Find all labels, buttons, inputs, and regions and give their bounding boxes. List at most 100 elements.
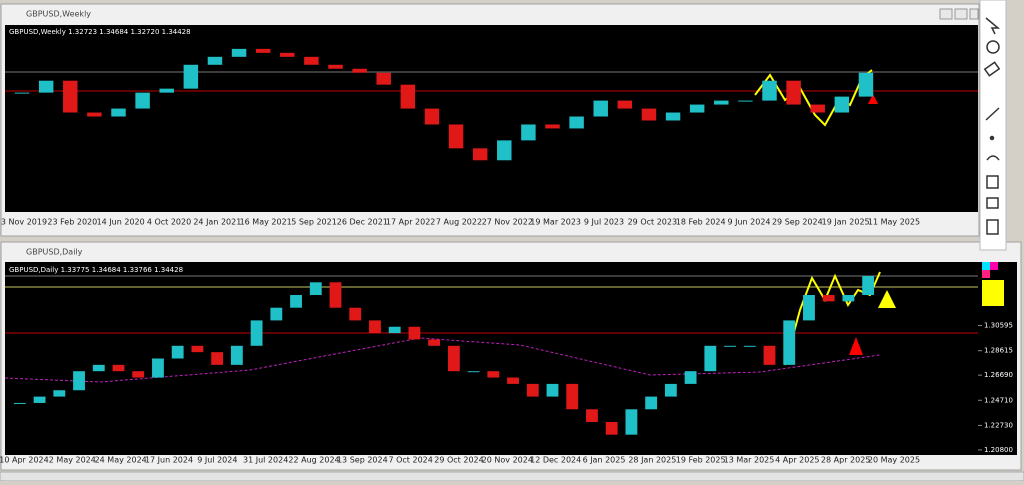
candle — [400, 84, 416, 109]
candle — [507, 377, 519, 384]
candle — [566, 383, 579, 410]
candle — [171, 345, 184, 359]
cursor-tool[interactable] — [985, 17, 1001, 35]
candle — [280, 52, 295, 57]
minimize-button[interactable] — [939, 8, 953, 20]
candle — [786, 80, 801, 105]
date-label: 9 Jul 2023 — [584, 218, 624, 227]
clipboard-tool[interactable] — [986, 219, 999, 235]
date-label: 17 Jun 2024 — [145, 456, 193, 465]
date-label: 9 Jul 2024 — [197, 456, 237, 465]
date-label: 26 Dec 2021 — [337, 218, 388, 227]
price-label: 1.26690 — [984, 371, 1013, 379]
candle — [738, 100, 753, 102]
line-tool[interactable] — [985, 107, 1000, 121]
candle — [428, 339, 441, 346]
candle — [352, 68, 367, 73]
candle — [665, 112, 681, 121]
candle — [783, 320, 796, 365]
dot-tool[interactable] — [989, 135, 995, 141]
candle — [762, 80, 777, 101]
arrow-marker — [878, 290, 896, 308]
date-label: 19 Mar 2023 — [530, 218, 581, 227]
date-label: 3 Nov 2019 — [1, 218, 47, 227]
candle — [497, 140, 512, 161]
candle — [822, 295, 835, 302]
date-label: 24 Jan 2021 — [193, 218, 241, 227]
candle — [645, 396, 658, 410]
candle — [270, 307, 283, 321]
candle — [408, 326, 421, 340]
crosshair-tool[interactable] — [986, 40, 1000, 54]
toolbar-icons[interactable] — [983, 17, 1001, 235]
candle — [803, 295, 815, 321]
candle — [183, 64, 199, 89]
candle — [112, 364, 125, 372]
ruler-tool[interactable] — [983, 61, 1001, 77]
candle — [810, 104, 825, 113]
date-label: 28 Jan 2025 — [628, 456, 676, 465]
candle — [13, 402, 26, 404]
date-label: 14 Jun 2020 — [97, 218, 145, 227]
candle — [328, 64, 343, 69]
candle — [545, 124, 560, 129]
color-swatch[interactable] — [982, 270, 990, 278]
close-button[interactable] — [969, 8, 979, 20]
date-label: 13 Sep 2024 — [337, 456, 388, 465]
candle — [135, 92, 150, 109]
date-label: 23 Feb 2020 — [47, 218, 97, 227]
color-swatch[interactable] — [982, 280, 1004, 306]
candle — [349, 307, 362, 321]
candle — [132, 371, 145, 378]
date-label: 7 Aug 2022 — [436, 218, 482, 227]
candle — [231, 48, 247, 57]
toolbar — [979, 0, 1007, 251]
candle — [834, 96, 850, 113]
candle — [159, 88, 174, 93]
date-label: 19 Feb 2025 — [676, 456, 726, 465]
candle — [207, 56, 223, 65]
date-label: 19 Jan 2025 — [822, 218, 870, 227]
date-label: 11 May 2025 — [868, 218, 920, 227]
date-label: 10 Apr 2024 — [0, 456, 49, 465]
candle — [569, 116, 584, 129]
candle — [38, 80, 54, 93]
price-label: 1.28615 — [984, 347, 1013, 355]
chart-info: GBPUSD,Weekly 1.32723 1.34684 1.32720 1.… — [9, 28, 191, 36]
template-tool[interactable] — [986, 197, 999, 209]
window-buttons[interactable] — [939, 8, 979, 20]
date-label: 4 Oct 2020 — [147, 218, 191, 227]
candle — [111, 108, 126, 117]
candle — [546, 383, 559, 397]
delete-tool[interactable] — [986, 175, 999, 189]
price-label: 1.30595 — [984, 322, 1013, 330]
candle — [704, 345, 717, 372]
date-label: 7 Oct 2024 — [388, 456, 432, 465]
candle — [763, 345, 776, 365]
maximize-button[interactable] — [954, 8, 968, 20]
candle — [689, 104, 705, 113]
tab-bar[interactable] — [0, 471, 1024, 482]
date-label: 16 May 2021 — [240, 218, 292, 227]
color-swatch[interactable] — [982, 262, 990, 270]
candle — [447, 345, 460, 372]
date-label: 18 Feb 2024 — [676, 218, 726, 227]
window-title: GBPUSD,Weekly — [26, 10, 91, 19]
candle — [369, 320, 381, 334]
candle — [424, 108, 440, 125]
candle — [842, 295, 855, 302]
window-title: GBPUSD,Daily — [26, 248, 83, 257]
date-label: 29 Sep 2024 — [772, 218, 823, 227]
date-label: 2 May 2024 — [49, 456, 96, 465]
date-label: 29 Oct 2024 — [434, 456, 483, 465]
candle — [714, 100, 729, 105]
date-label: 17 Apr 2022 — [386, 218, 435, 227]
candle — [388, 326, 401, 334]
undo-tool[interactable] — [986, 155, 1000, 161]
candle — [526, 383, 539, 397]
color-picker[interactable] — [982, 262, 1004, 306]
candle — [521, 124, 536, 141]
color-swatch[interactable] — [990, 262, 998, 270]
